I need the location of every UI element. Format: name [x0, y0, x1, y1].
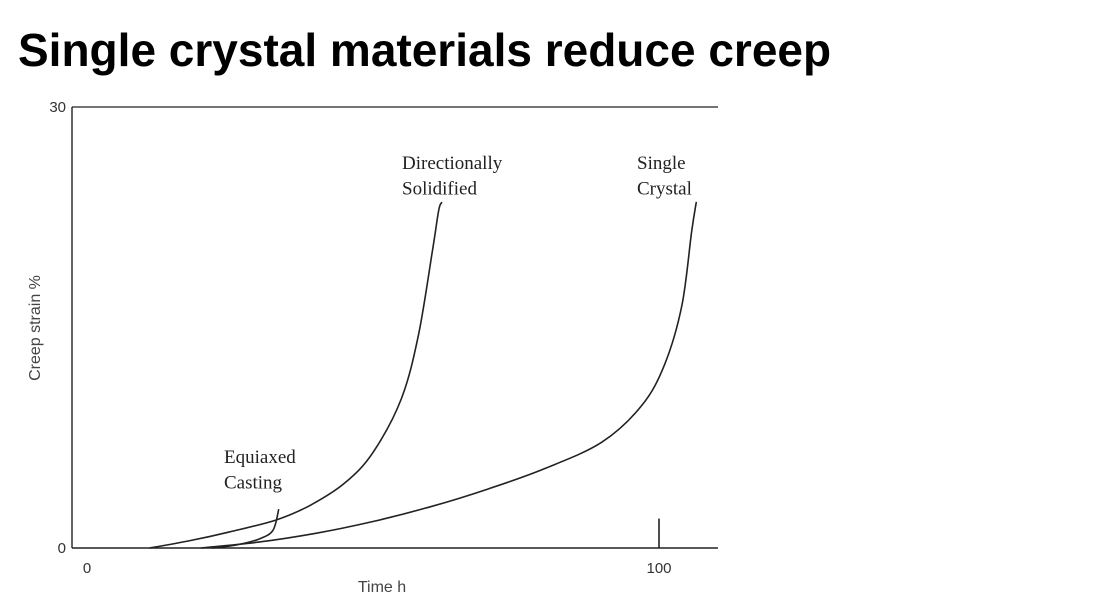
y-tick-label: 30	[49, 99, 66, 116]
series-label-line: Equiaxed	[224, 447, 296, 468]
series-label-line: Directionally	[402, 153, 503, 174]
series-label-directionally-solidified: Directionally Solidified	[402, 153, 503, 200]
slide-title: Single crystal materials reduce creep	[18, 24, 832, 76]
series-label-equiaxed-casting: Equiaxed Casting	[224, 447, 296, 494]
series-layer	[149, 201, 697, 549]
series-labels: Equiaxed Casting Directionally Solidified Si…	[224, 153, 692, 494]
series-label-single-crystal: Single Crystal	[637, 153, 692, 200]
x-axis-title: Time h	[358, 579, 406, 596]
series-label-line: Solidified	[402, 179, 477, 200]
axis-ticks: 0 100 0 30	[49, 99, 671, 577]
chart-axes	[71, 106, 718, 549]
series-line-directionally-solidified	[149, 201, 443, 549]
y-tick-label: 0	[58, 540, 66, 557]
series-label-line: Crystal	[637, 179, 692, 200]
series-label-line: Casting	[224, 473, 283, 494]
series-label-line: Single	[637, 153, 686, 174]
x-tick-label: 100	[646, 560, 671, 577]
y-axis-title: Creep strain %	[27, 275, 44, 381]
x-tick-label: 0	[83, 560, 91, 577]
series-line-equiaxed-casting	[212, 509, 280, 549]
series-line-single-crystal	[200, 201, 697, 549]
